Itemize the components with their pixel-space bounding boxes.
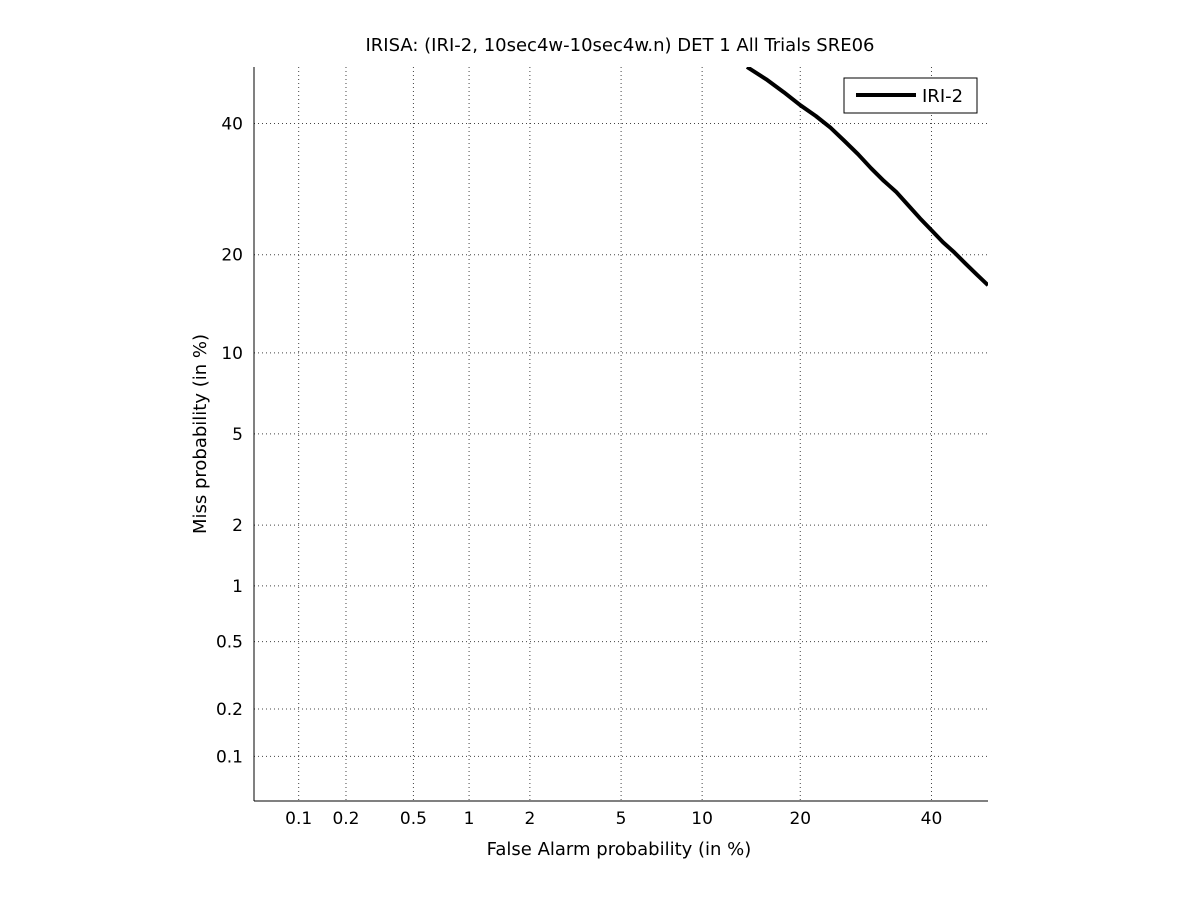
y-tick-label: 20 [221,246,243,266]
axes-frame [253,67,988,802]
chart-title: IRISA: (IRI-2, 10sec4w-10sec4w.n) DET 1 … [365,35,874,56]
x-tick-label: 10 [691,809,713,829]
x-tick-label: 1 [464,809,475,829]
y-tick-label: 0.5 [216,633,243,653]
y-axis-label: Miss probability (in %) [190,334,211,534]
x-tick-label: 40 [921,809,943,829]
y-tick-label: 0.2 [216,700,243,720]
y-tick-label: 2 [232,516,243,536]
x-tick-label: 20 [789,809,811,829]
x-tick-label: 5 [616,809,627,829]
x-tick-labels: 0.1 0.2 0.5 1 2 5 10 20 40 [285,809,942,829]
x-axis-label: False Alarm probability (in %) [487,839,752,860]
series-layer [745,67,988,287]
legend-label-iri-2: IRI-2 [922,86,963,107]
y-tick-label: 0.1 [216,747,243,767]
x-tick-label: 0.1 [285,809,312,829]
x-tick-label: 2 [524,809,535,829]
y-tick-label: 1 [232,577,243,597]
x-tick-label: 0.5 [400,809,427,829]
x-tick-label: 0.2 [332,809,359,829]
series-line-iri-2 [745,67,988,287]
y-tick-label: 5 [232,425,243,445]
y-tick-label: 40 [221,115,243,135]
y-tick-labels: 0.1 0.2 0.5 1 2 5 10 20 40 [216,115,243,768]
legend: IRI-2 [843,77,978,114]
y-tick-label: 10 [221,344,243,364]
